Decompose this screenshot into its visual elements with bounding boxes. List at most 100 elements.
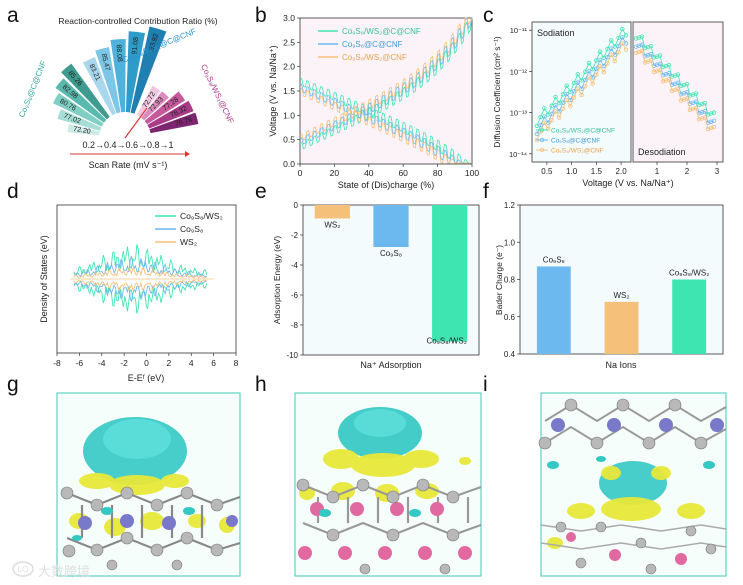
panel-g-structure	[56, 392, 241, 577]
diffusion-point	[623, 32, 629, 38]
bader-bar	[536, 266, 571, 354]
panel-letter-c: c	[483, 4, 494, 27]
y-tick-label: 0.8	[504, 276, 516, 285]
watermark-text: 大数跨境	[38, 565, 91, 580]
y-tick-label: 1.0	[504, 238, 516, 247]
diffusion-point	[609, 38, 614, 43]
dos-curve-up	[73, 266, 207, 279]
adsorption-bar	[373, 205, 409, 247]
charge-curve	[299, 17, 473, 145]
x-tick-label: 60	[398, 168, 408, 178]
diffusion-point	[666, 71, 672, 76]
fan-wedge	[61, 63, 110, 120]
panel-letter-d: d	[7, 180, 19, 203]
diffusion-point	[542, 114, 547, 119]
panel-c-ylabel: Diffusion Coefficient (cm² s⁻¹)	[492, 36, 502, 148]
diffusion-point	[553, 109, 558, 114]
diffusion-line	[536, 42, 627, 141]
diffusion-point	[693, 99, 699, 105]
panel-a-title: Reaction-controlled Contribution Ratio (…	[58, 16, 217, 26]
x-tick-label: 1.5	[591, 167, 603, 176]
y-tick-label: 1.5	[283, 86, 295, 96]
panel-b-ylabel: Voltage (V vs. Na/Na⁺)	[268, 45, 278, 136]
y-tick-label: 3.0	[283, 13, 295, 23]
diffusion-point	[609, 46, 614, 51]
x-tick-label: 0	[298, 168, 303, 178]
bader-bar	[672, 279, 707, 354]
bar-category-label: Co₉S₈	[543, 255, 565, 264]
panel-a-fan-chart: Reaction-controlled Contribution Ratio (…	[17, 16, 235, 170]
legend-label: WS₂	[180, 237, 197, 247]
panel-c-xlabel: Voltage (V vs. Na/Na⁺)	[582, 178, 673, 188]
diffusion-point	[590, 81, 595, 86]
adsorption-bar	[432, 205, 468, 342]
x-tick-label: 8	[234, 358, 239, 368]
fan-wedge	[125, 31, 146, 113]
diffusion-point	[702, 100, 708, 106]
diffusion-point	[575, 86, 580, 91]
diffusion-line	[635, 50, 715, 130]
diffusion-point	[553, 94, 558, 100]
fan-wedge	[137, 85, 161, 118]
diffusion-point	[583, 77, 588, 83]
diffusion-point	[597, 49, 603, 54]
panel-a-scan-label: Scan Rate (mV s⁻¹)	[89, 160, 168, 170]
x-tick-label: -8	[53, 358, 61, 368]
diffusion-point	[549, 111, 554, 117]
x-tick-label: 20	[330, 168, 340, 178]
diffusion-point	[545, 126, 551, 132]
diffusion-point	[538, 123, 543, 128]
fan-wedge	[67, 123, 100, 136]
fan-value-label: 88.08	[115, 44, 123, 62]
bar-category-label: Co₉S₈/WS₂	[427, 337, 467, 346]
watermark-logo: LO	[12, 560, 34, 578]
diffusion-point	[571, 95, 577, 100]
diffusion-point	[684, 90, 690, 95]
diffusion-point	[564, 83, 569, 88]
fan-wedge	[82, 57, 116, 116]
diffusion-point	[639, 42, 645, 48]
diffusion-point	[597, 63, 603, 69]
panel-d-dos-chart: -8 -6 -4 -2 0 2 4 6 8 Co₉S₈/WS₂ Co₉S₈ WS₂ E-Eᶠ (eV…	[39, 204, 239, 383]
diffusion-point	[684, 81, 690, 87]
discharge-curve	[299, 83, 472, 164]
diffusion-point	[648, 58, 654, 63]
panel-a-scan-seq: 0.2→0.4→0.6→0.8→1	[82, 140, 173, 150]
legend-label: Co₉S₈/WS₂@CNF	[551, 148, 604, 155]
diffusion-point	[564, 97, 569, 103]
panel-i-structure	[538, 392, 727, 577]
diffusion-point	[639, 48, 645, 54]
fan-value-label: 91.08	[131, 37, 140, 55]
legend-label: Co₉S₈@C@CNF	[551, 138, 600, 145]
diffusion-point	[657, 53, 663, 58]
diffusion-point	[675, 72, 681, 77]
diffusion-point	[639, 34, 645, 39]
y-tick-label: 0	[294, 201, 299, 210]
diffusion-point	[609, 52, 614, 58]
x-tick-label: 3	[715, 167, 720, 176]
diffusion-point	[605, 61, 610, 66]
x-tick-label: 2	[685, 167, 690, 176]
legend-marker	[539, 127, 545, 133]
bader-bar	[604, 301, 639, 354]
diffusion-point	[612, 58, 618, 64]
diffusion-point	[586, 69, 592, 74]
panel-b-plot-area	[299, 17, 473, 165]
x-tick-label: 4	[189, 358, 194, 368]
x-tick-label: 1	[655, 167, 660, 176]
charge-curve	[299, 17, 473, 141]
y-tick-label: -2	[291, 231, 299, 240]
y-tick-label: 0.5	[283, 135, 295, 145]
fan-center-arrow	[124, 107, 148, 139]
legend-label: Co₉S₈/WS₂	[180, 211, 223, 221]
x-tick-label: 100	[465, 168, 479, 178]
watermark-icon: LO	[12, 561, 34, 577]
legend-label: Co₉S₈	[180, 224, 204, 234]
diffusion-point	[702, 109, 708, 114]
diffusion-point	[586, 60, 592, 66]
diffusion-point	[711, 110, 717, 115]
x-tick-label: 1.0	[566, 167, 578, 176]
y-tick-label: 10⁻¹¹	[510, 26, 528, 35]
panel-letter-b: b	[255, 4, 267, 27]
panel-f-xlabel: Na Ions	[605, 360, 637, 370]
